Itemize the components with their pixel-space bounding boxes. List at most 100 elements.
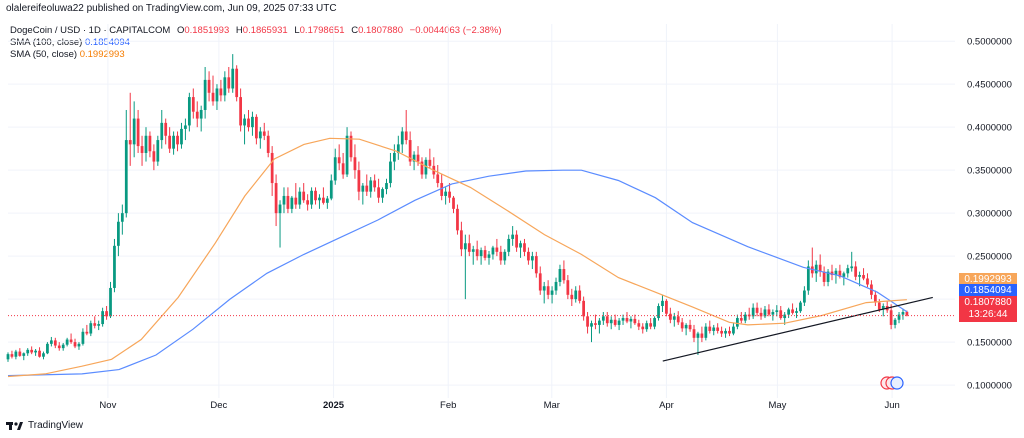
candle-body [93,323,97,326]
high-value: 0.1865931 [242,25,288,36]
candle-body [724,330,727,334]
candle-body [18,351,22,356]
candle-body [38,350,41,357]
candle [14,349,18,360]
candle [152,144,156,171]
candle-body [124,140,128,214]
candle-body [700,333,704,338]
symbol-label[interactable]: DogeCoin / USD · 1D · CAPITALCOM [10,25,171,36]
candle-body [408,140,412,162]
sma100-label: SMA (100, close) [10,37,83,48]
candle-body [117,221,120,246]
candle-body [215,88,219,102]
candle-body [818,264,822,272]
candle-body [270,152,274,184]
candle [684,323,688,336]
candle [396,135,400,160]
candle [542,281,546,304]
candle-body [385,183,388,190]
candle-body [530,256,534,261]
candle [101,307,105,327]
candle-body [858,275,861,277]
candle [680,318,684,332]
sma50-row[interactable]: SMA (50, close) 0.1992993 [10,49,502,61]
candle [775,305,779,317]
candle-body [333,157,337,181]
y-tick-label: 0.1500000 [967,338,1012,349]
candle-body [369,180,373,192]
candle [696,331,700,356]
candle [546,280,550,300]
candle-body [637,323,641,327]
candle [854,261,858,281]
candle-body [574,290,578,300]
candle-body [499,251,503,261]
candle [519,240,522,258]
candle [274,174,278,227]
candle [49,336,53,347]
candle [389,152,392,188]
candle [290,195,294,214]
candle [314,187,317,205]
candle-body [743,314,747,321]
y-tick-label: 0.4500000 [967,80,1012,91]
candle [665,299,668,317]
candle-body [570,294,574,300]
candle-body [302,191,306,201]
candle [128,92,132,166]
event-icons [880,376,904,390]
candle [822,266,826,287]
candle-body [795,311,798,313]
candle-body [164,122,168,136]
candle-body [479,250,483,257]
candle-body [306,200,310,205]
x-tick-label: May [768,400,786,411]
candle-body [629,318,633,322]
candle [333,148,337,185]
candle-body [791,309,794,313]
open-value: 0.1851993 [184,25,230,36]
brand[interactable]: TradingView [6,420,83,431]
candle-body [440,183,444,196]
candle [570,288,574,307]
candle-body [613,319,617,325]
candle-body [156,140,160,162]
candle-body [554,281,558,291]
candle [294,183,298,209]
candle-body [905,311,909,316]
candle [207,71,211,102]
candle [633,314,637,325]
candle-body [834,270,838,276]
candle-body [113,245,116,288]
candle [385,178,388,195]
candle [495,238,499,257]
candle-body [353,157,357,171]
candle-body [866,278,869,285]
candle-body [10,354,14,357]
candle-body [661,300,664,307]
candle-body [420,161,424,175]
x-tick-label: Feb [440,400,456,411]
candle [377,178,380,203]
candle [834,268,838,284]
candle [759,307,763,320]
candle-body [507,238,511,252]
candle [850,251,854,272]
candle [341,152,345,179]
candle [456,204,459,235]
candle-body [692,329,696,338]
candle-body [897,314,901,320]
candle [278,200,282,248]
x-tick-label: Dec [210,400,227,411]
candle-body [558,269,562,282]
candle [755,302,759,317]
candle [479,247,483,265]
candle-body [621,318,625,321]
candle [22,352,26,361]
candle-body [184,125,187,129]
ohlc-row: DogeCoin / USD · 1D · CAPITALCOM O0.1851… [10,25,502,37]
candle [818,254,822,277]
tradingview-logo-icon [6,421,23,430]
candle-body [282,195,286,205]
